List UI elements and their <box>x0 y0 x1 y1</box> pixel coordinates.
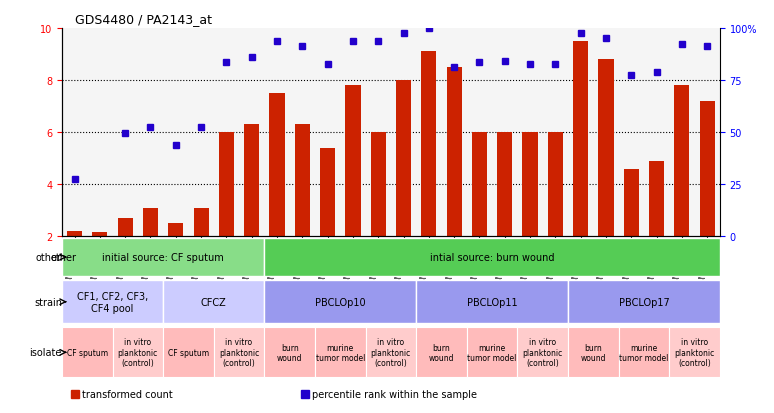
Text: burn
wound: burn wound <box>277 343 303 362</box>
Text: GDS4480 / PA2143_at: GDS4480 / PA2143_at <box>75 13 212 26</box>
Bar <box>143 208 158 237</box>
Bar <box>67 232 82 237</box>
FancyBboxPatch shape <box>62 280 163 323</box>
Bar <box>548 133 563 237</box>
Text: CF sputum: CF sputum <box>168 348 209 357</box>
Bar <box>168 224 183 237</box>
FancyBboxPatch shape <box>265 328 315 377</box>
Bar <box>244 125 259 237</box>
Bar <box>700 102 714 237</box>
FancyBboxPatch shape <box>517 328 568 377</box>
Text: murine
tumor model: murine tumor model <box>619 343 669 362</box>
Bar <box>573 42 588 237</box>
FancyBboxPatch shape <box>214 328 265 377</box>
Text: percentile rank within the sample: percentile rank within the sample <box>312 389 477 399</box>
Text: CF1, CF2, CF3,
CF4 pool: CF1, CF2, CF3, CF4 pool <box>77 291 148 313</box>
FancyBboxPatch shape <box>163 280 265 323</box>
Text: transformed count: transformed count <box>82 389 173 399</box>
Text: murine
tumor model: murine tumor model <box>467 343 517 362</box>
Text: CFCZ: CFCZ <box>201 297 227 307</box>
FancyBboxPatch shape <box>670 328 720 377</box>
Text: in vitro
planktonic
(control): in vitro planktonic (control) <box>219 337 259 367</box>
Text: murine
tumor model: murine tumor model <box>316 343 365 362</box>
FancyBboxPatch shape <box>265 239 720 276</box>
Bar <box>295 125 310 237</box>
Text: other: other <box>36 252 62 263</box>
Bar <box>447 68 462 237</box>
FancyBboxPatch shape <box>568 280 720 323</box>
Bar <box>92 233 108 237</box>
FancyBboxPatch shape <box>315 328 365 377</box>
FancyBboxPatch shape <box>62 328 112 377</box>
Text: burn
wound: burn wound <box>429 343 454 362</box>
Bar <box>320 148 335 237</box>
Bar <box>472 133 487 237</box>
FancyBboxPatch shape <box>618 328 670 377</box>
Bar <box>345 86 361 237</box>
Text: CF sputum: CF sputum <box>67 348 108 357</box>
Bar <box>219 133 234 237</box>
Bar <box>674 86 690 237</box>
Bar <box>269 94 285 237</box>
Text: strain: strain <box>34 297 62 307</box>
FancyBboxPatch shape <box>568 328 618 377</box>
FancyBboxPatch shape <box>365 328 416 377</box>
Bar <box>396 81 411 237</box>
Bar <box>371 133 385 237</box>
Bar <box>522 133 538 237</box>
Bar <box>624 169 639 237</box>
FancyBboxPatch shape <box>416 328 467 377</box>
Bar <box>194 208 209 237</box>
Bar <box>421 52 437 237</box>
Text: in vitro
planktonic
(control): in vitro planktonic (control) <box>371 337 411 367</box>
Text: other: other <box>50 252 76 263</box>
Text: initial source: CF sputum: initial source: CF sputum <box>102 252 224 263</box>
Text: isolate: isolate <box>29 347 62 358</box>
Text: intial source: burn wound: intial source: burn wound <box>430 252 554 263</box>
FancyBboxPatch shape <box>163 328 214 377</box>
Bar <box>649 161 664 237</box>
Text: PBCLOp11: PBCLOp11 <box>467 297 517 307</box>
Text: PBCLOp17: PBCLOp17 <box>618 297 670 307</box>
Bar <box>598 60 614 237</box>
Text: in vitro
planktonic
(control): in vitro planktonic (control) <box>674 337 714 367</box>
FancyBboxPatch shape <box>467 328 517 377</box>
Text: PBCLOp10: PBCLOp10 <box>315 297 365 307</box>
Bar <box>118 218 133 237</box>
FancyBboxPatch shape <box>62 239 265 276</box>
Text: in vitro
planktonic
(control): in vitro planktonic (control) <box>118 337 158 367</box>
Text: in vitro
planktonic
(control): in vitro planktonic (control) <box>522 337 563 367</box>
Bar <box>497 133 512 237</box>
FancyBboxPatch shape <box>416 280 568 323</box>
FancyBboxPatch shape <box>112 328 163 377</box>
FancyBboxPatch shape <box>265 280 416 323</box>
Text: burn
wound: burn wound <box>580 343 606 362</box>
